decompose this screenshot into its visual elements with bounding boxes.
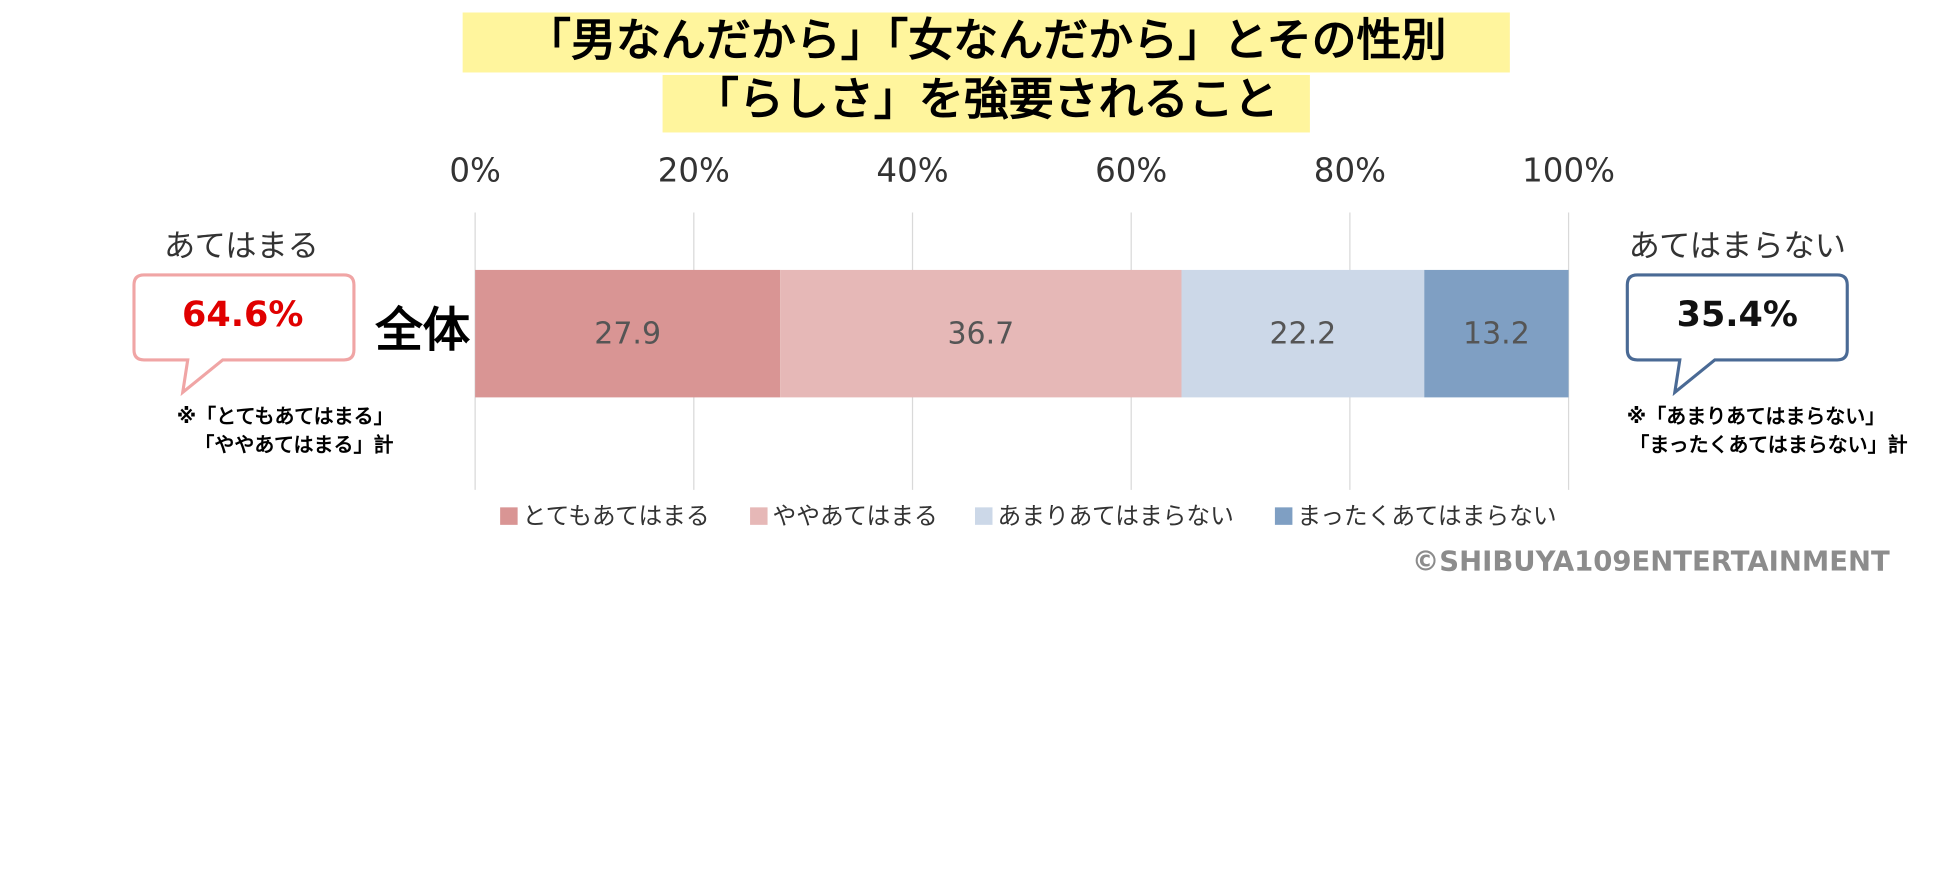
- legend-swatch: [975, 507, 993, 525]
- title-highlight: [462, 12, 1510, 73]
- bar-segment: [1424, 269, 1569, 398]
- copyright: ©SHIBUYA109ENTERTAINMENT: [1412, 545, 1890, 577]
- callout-box: [132, 273, 356, 397]
- chart-title: 「らしさ」を強要されること: [694, 72, 1279, 125]
- callout-value: 64.6%: [182, 295, 303, 335]
- x-tick-label: 40%: [876, 151, 948, 189]
- callout-value: 35.4%: [1677, 295, 1798, 335]
- legend-label: ややあてはまる: [773, 502, 938, 530]
- bar-segment: [475, 269, 781, 398]
- chart-title: 「男なんだから」「女なんだから」とその性別: [526, 14, 1447, 67]
- legend-label: まったくあてはまらない: [1297, 502, 1556, 530]
- x-tick-label: 60%: [1095, 151, 1167, 189]
- data-label: 36.7: [947, 316, 1014, 351]
- legend-swatch: [500, 507, 518, 525]
- x-tick-label: 0%: [449, 151, 501, 189]
- callout-note: 「まったくあてはまらない」計: [1629, 433, 1907, 457]
- callout-note: ※「あまりあてはまらない」: [1627, 404, 1885, 428]
- data-label: 22.2: [1269, 316, 1336, 351]
- callout-note: ※「とてもあてはまる」: [177, 404, 394, 428]
- bar-segment: [780, 269, 1182, 398]
- title-highlight: [662, 74, 1310, 133]
- data-label: 13.2: [1463, 316, 1530, 351]
- x-tick-label: 20%: [658, 151, 730, 189]
- data-label: 27.9: [594, 316, 661, 351]
- legend-label: あまりあてはまらない: [997, 502, 1233, 530]
- callout-note: 「ややあてはまる」計: [194, 433, 393, 457]
- x-tick-label: 80%: [1314, 151, 1386, 189]
- legend-label: とてもあてはまる: [523, 502, 710, 530]
- bar-segment: [1181, 269, 1425, 398]
- legend-swatch: [1274, 507, 1293, 525]
- callout-box: [1625, 273, 1849, 397]
- callout-label: あてはまらない: [1629, 228, 1846, 264]
- x-tick-label: 100%: [1522, 151, 1615, 189]
- callout-label: あてはまる: [164, 228, 319, 264]
- legend-swatch: [750, 507, 768, 525]
- category-label: 全体: [374, 304, 470, 359]
